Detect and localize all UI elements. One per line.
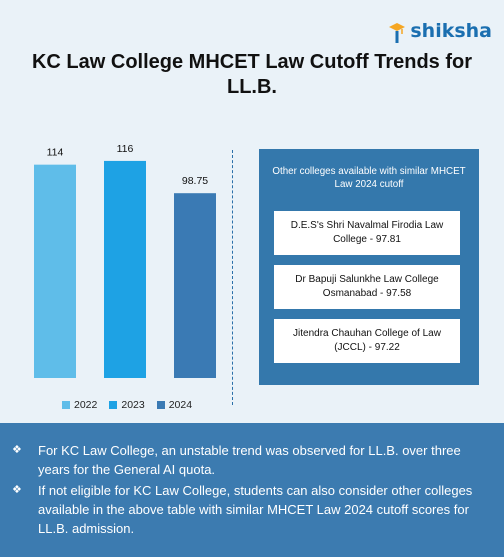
other-colleges-panel: Other colleges available with similar MH… xyxy=(259,149,479,385)
legend-swatch xyxy=(156,401,165,409)
bar-2024 xyxy=(174,193,216,378)
college-card: D.E.S's Shri Navalmal Firodia Law Colleg… xyxy=(274,211,460,255)
data-label-2023: 116 xyxy=(117,143,134,155)
chart-title: KC Law College MHCET Law Cutoff Trends f… xyxy=(31,51,472,98)
chart-legend: 2022 2023 2024 xyxy=(62,399,192,411)
diamond-bullet-icon: ❖ xyxy=(12,444,22,456)
legend-label: 2022 xyxy=(74,399,98,411)
notes-footer: ❖ For KC Law College, an unstable trend … xyxy=(0,423,504,557)
college-card: Dr Bapuji Salunkhe Law College Osmanabad… xyxy=(274,265,460,309)
brand-name: shiksha xyxy=(410,20,492,42)
diamond-bullet-icon: ❖ xyxy=(12,484,22,496)
legend-swatch xyxy=(109,401,118,409)
legend-label: 2024 xyxy=(168,399,193,411)
legend-label: 2023 xyxy=(121,399,145,411)
legend-item-2023: 2023 xyxy=(109,399,145,411)
college-card: Jitendra Chauhan College of Law (JCCL) -… xyxy=(274,319,460,363)
legend-item-2024: 2024 xyxy=(156,399,193,411)
data-label-2024: 98.75 xyxy=(182,175,208,187)
note-text: For KC Law College, an unstable trend wa… xyxy=(38,443,461,477)
note-text: If not eligible for KC Law College, stud… xyxy=(38,483,473,536)
shiksha-logo[interactable]: shiksha xyxy=(386,16,492,46)
note-item: ❖ If not eligible for KC Law College, st… xyxy=(10,481,494,538)
data-label-2022: 114 xyxy=(47,147,64,159)
dashed-divider xyxy=(232,150,233,405)
legend-item-2022: 2022 xyxy=(62,399,97,411)
bar-2022 xyxy=(34,164,76,378)
legend-swatch xyxy=(62,401,70,409)
note-item: ❖ For KC Law College, an unstable trend … xyxy=(10,441,494,479)
panel-heading: Other colleges available with similar MH… xyxy=(272,166,466,190)
graduation-cap-logo-icon xyxy=(389,23,406,43)
cutoff-bar-chart: 114 116 98.75 xyxy=(34,143,216,378)
bar-2023 xyxy=(104,160,146,378)
